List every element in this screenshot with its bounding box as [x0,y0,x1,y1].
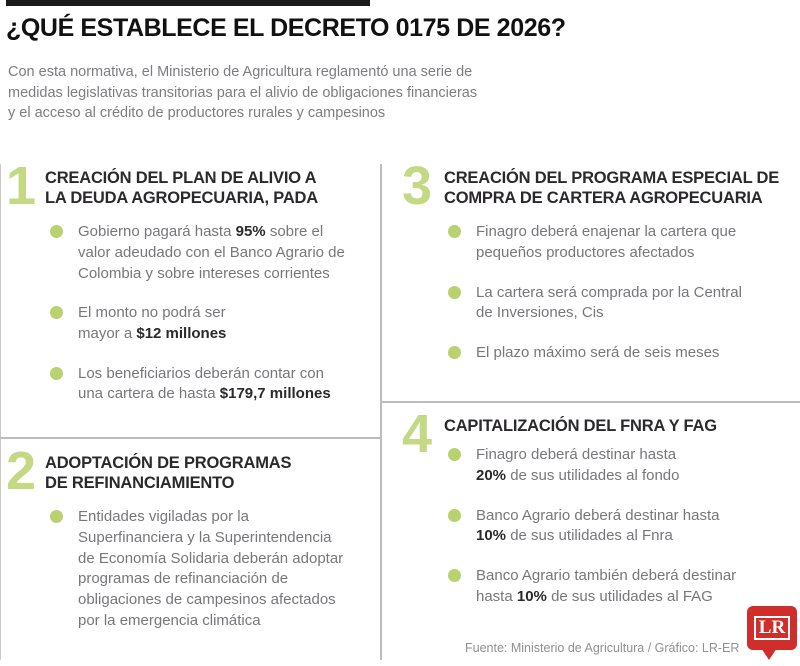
section-programas-refinanciamiento: 2 ADOPTACIÓN DE PROGRAMAS DE REFINANCIAM… [6,441,378,631]
section-title: CAPITALIZACIÓN DEL FNRA Y FAG [444,417,717,435]
bullet-text: Finagro deberá enajenar la cartera que p… [476,223,737,261]
bullet-item: Finagro deberá destinar hasta 20% de sus… [448,445,800,486]
bullet-dot-icon [50,510,63,524]
bullet-list: Finagro deberá enajenar la cartera que p… [448,222,800,363]
lr-logo-text: LR [753,615,791,641]
section-number: 2 [6,441,37,501]
top-accent-bar [6,0,370,6]
bullet-text: La cartera será comprada por la Central … [476,283,742,322]
bullet-dot-icon [50,306,63,320]
bullet-dot-icon [448,508,461,522]
bullet-item: Finagro deberá enajenar la cartera que p… [448,222,800,263]
lr-logo: LR [747,606,797,662]
horizontal-divider-left [0,437,380,439]
intro-text: Con esta normativa, el Ministerio de Agr… [8,64,478,122]
section-capitalizacion-fnra-fag: 4 CAPITALIZACIÓN DEL FNRA Y FAG Finagro … [392,404,800,607]
bullet-dot-icon [50,225,63,239]
bullet-list: Gobierno pagará hasta 95% sobre el valor… [50,222,378,405]
bullet-item: El monto no podrá ser mayor a $12 millon… [50,303,378,344]
bullet-text: El plazo máximo será de seis meses [476,344,720,361]
section-plan-alivio-pada: 1 CREACIÓN DEL PLAN DE ALIVIO A LA DEUDA… [6,156,378,405]
bullet-text: Los beneficiarios deberán contar con una… [78,364,331,403]
horizontal-divider-right [382,401,800,403]
section-number: 3 [402,156,433,216]
bullet-dot-icon [448,285,461,299]
bullet-item: Banco Agrario deberá destinar hasta 10% … [448,506,800,547]
bullet-dot-icon [50,366,63,380]
left-edge-line [0,164,1,660]
bullet-dot-icon [448,346,461,359]
section-number: 1 [6,156,37,216]
vertical-divider [380,164,382,660]
bullet-text: Gobierno pagará hasta 95% sobre el valor… [78,223,345,282]
page-title: ¿QUÉ ESTABLECE EL DECRETO 0175 DE 2026? [6,14,566,42]
bullet-text: Banco Agrario también deberá destinar ha… [476,566,737,605]
section-compra-cartera: 3 CREACIÓN DEL PROGRAMA ESPECIAL DE COMP… [392,156,800,364]
section-number: 4 [402,404,433,464]
bullet-text: Finagro deberá destinar hasta 20% de sus… [476,446,680,484]
lr-logo-box: LR [747,606,797,650]
bullet-dot-icon [448,448,461,462]
bullet-item: La cartera será comprada por la Central … [448,283,800,324]
bullet-item: Los beneficiarios deberán contar con una… [50,364,378,405]
source-credit: Fuente: Ministerio de Agricultura / Gráf… [465,641,740,655]
section-title: CREACIÓN DEL PLAN DE ALIVIO A LA DEUDA A… [45,169,318,208]
bullet-text: Entidades vigiladas por la Superfinancie… [78,508,344,629]
bullet-item: El plazo máximo será de seis meses [448,343,800,364]
bullet-list: Finagro deberá destinar hasta 20% de sus… [448,445,800,607]
section-title: CREACIÓN DEL PROGRAMA ESPECIAL DE COMPRA… [444,169,780,208]
bullet-text: El monto no podrá ser mayor a $12 millon… [78,304,227,342]
bullet-list: Entidades vigiladas por la Superfinancie… [50,507,378,631]
bullet-dot-icon [448,225,461,239]
bullet-dot-icon [448,568,461,582]
bullet-text: Banco Agrario deberá destinar hasta 10% … [476,506,720,545]
bullet-item: Gobierno pagará hasta 95% sobre el valor… [50,222,378,284]
bullet-item: Banco Agrario también deberá destinar ha… [448,566,800,607]
bullet-item: Entidades vigiladas por la Superfinancie… [50,507,378,631]
lr-logo-tail-icon [761,648,777,660]
section-title: ADOPTACIÓN DE PROGRAMAS DE REFINANCIAMIE… [45,454,292,493]
